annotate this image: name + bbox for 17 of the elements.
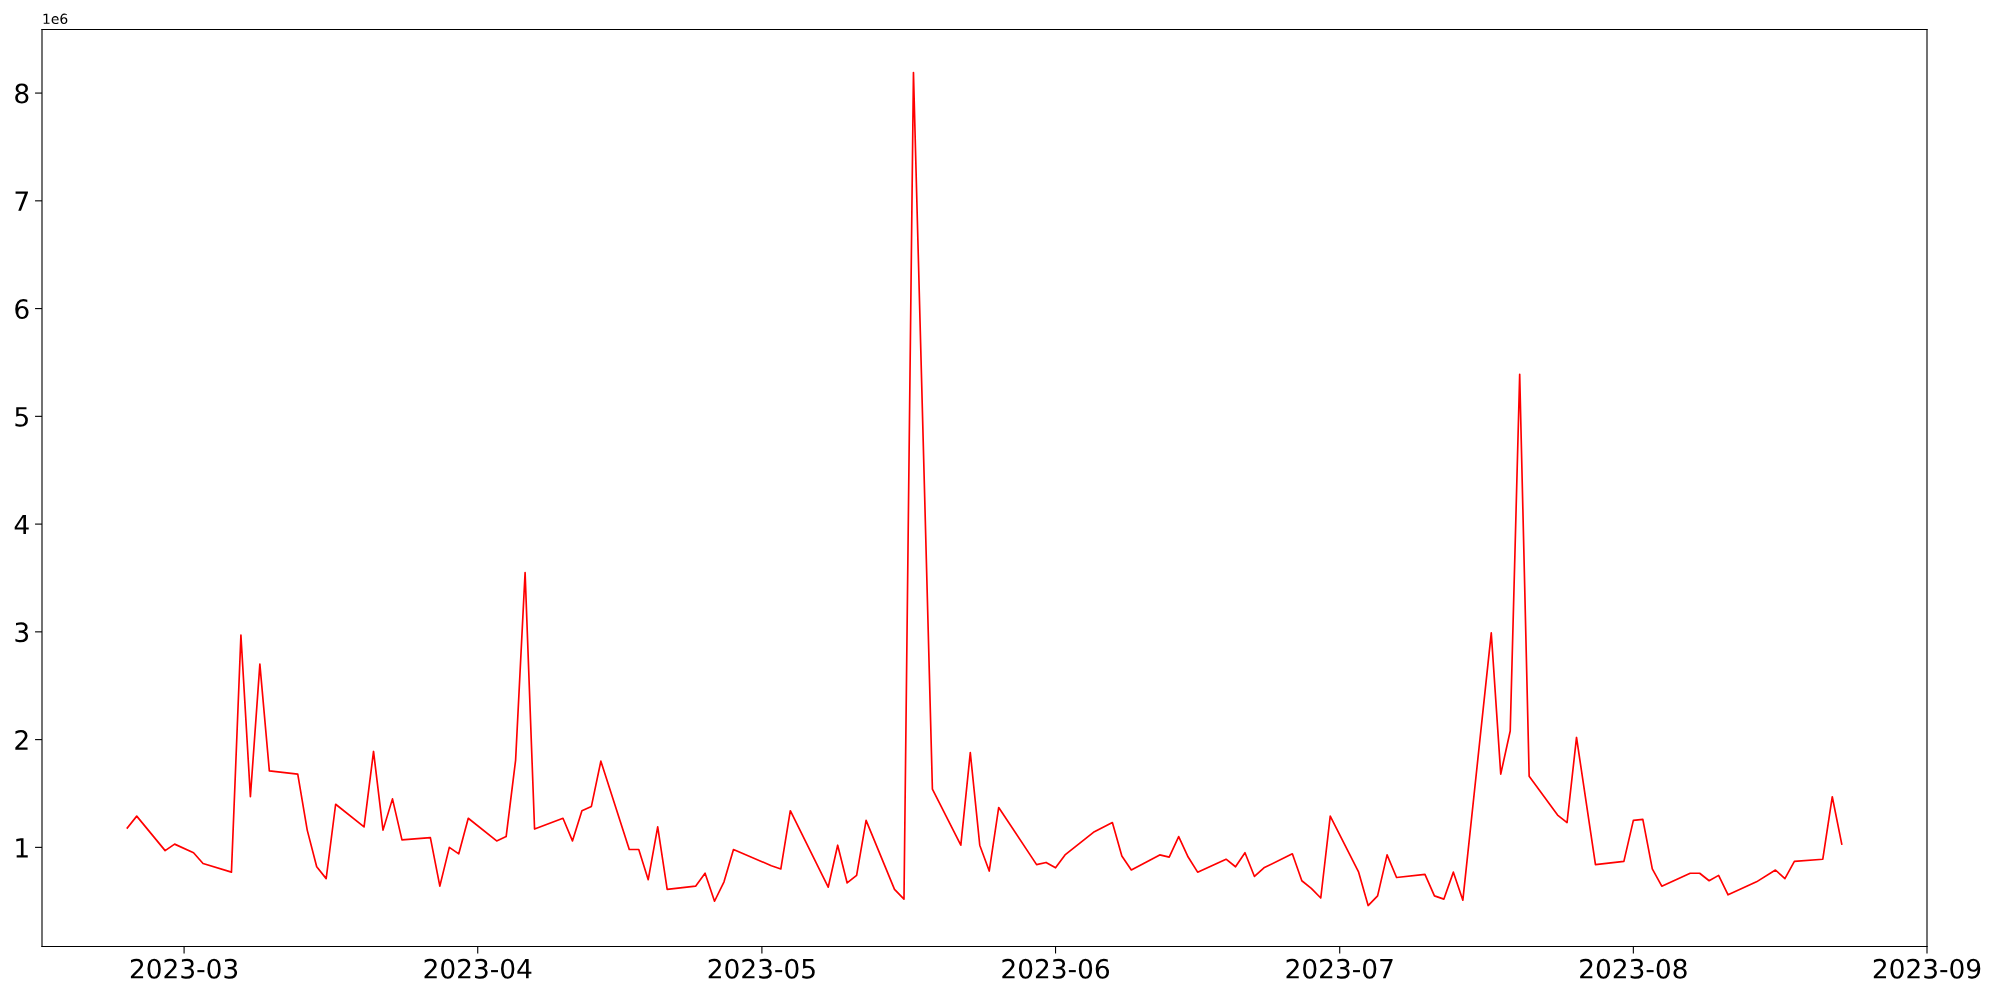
x-tick-label: 2023-09 [1873, 958, 1981, 979]
y-tick-label: 4 [14, 514, 29, 535]
text: 1e6 [43, 13, 68, 25]
x-tick-label: 2023-06 [1002, 958, 1110, 979]
y-tick-label: 2 [15, 730, 28, 750]
x-tick-label: 2023-08 [1580, 958, 1687, 979]
line-series [126, 71, 1843, 907]
y-tick-label: 1 [16, 838, 28, 858]
y-tick-label: 8 [15, 83, 29, 104]
y-tick-label: 5 [15, 407, 28, 427]
x-tick-label: 2023-07 [1286, 958, 1393, 979]
x-tick-label: 2023-03 [130, 958, 238, 979]
y-tick-label: 3 [15, 622, 29, 643]
x-tick-label: 2023-04 [424, 958, 532, 979]
x-tick-label: 2023-05 [708, 958, 815, 979]
y-tick-label: 6 [15, 299, 29, 319]
y-tick-label: 7 [15, 191, 28, 211]
